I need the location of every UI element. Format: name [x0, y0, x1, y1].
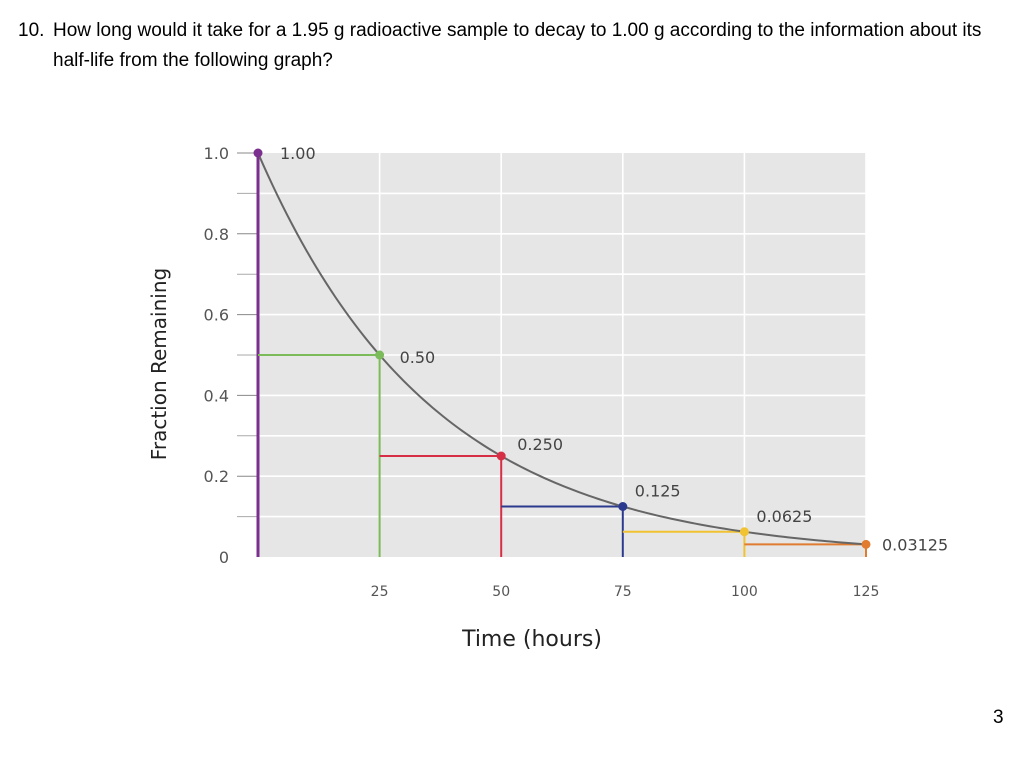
data-point	[618, 502, 628, 511]
half-life-guides	[256, 153, 867, 557]
x-tick-label: 25	[371, 584, 389, 600]
x-tick-label: 125	[853, 584, 880, 600]
question-number: 10.	[18, 20, 45, 41]
data-label: 0.50	[400, 348, 436, 367]
question-text: How long would it take for a 1.95 g radi…	[53, 20, 982, 71]
y-tick-label: 1.0	[204, 144, 229, 163]
question: 10. How long would it take for a 1.95 g …	[18, 16, 1008, 76]
data-point	[496, 451, 506, 461]
data-label: 1.00	[280, 144, 316, 163]
x-tick-label: 50	[492, 584, 510, 600]
x-tick-label: 100	[731, 584, 758, 600]
y-tick-label: 0.8	[204, 225, 229, 244]
decay-curve	[257, 152, 867, 546]
data-label: 0.125	[635, 482, 681, 501]
data-points	[253, 148, 871, 549]
y-tick-label: 0.6	[204, 306, 229, 325]
data-label: 0.03125	[882, 535, 948, 554]
y-tick-label: 0.4	[204, 386, 229, 405]
y-tick-label: 0	[219, 548, 229, 567]
data-point	[375, 350, 385, 360]
y-tick-label: 0.2	[204, 467, 229, 486]
data-point	[739, 527, 749, 537]
x-tick-label: 75	[614, 584, 632, 600]
data-label: 0.0625	[756, 507, 812, 526]
y-axis-title: Fraction Remaining	[147, 268, 171, 460]
x-axis-ticks: 25 50 75 100 125	[371, 584, 880, 600]
data-label: 0.250	[517, 435, 563, 454]
data-point	[253, 148, 263, 158]
page-number: 3	[993, 707, 1004, 728]
data-point	[861, 539, 871, 549]
y-axis-ticks: 1.0 0.8 0.6 0.4 0.2 0	[204, 144, 258, 567]
data-labels: 1.00 0.50 0.250 0.125 0.0625 0.03125	[280, 144, 948, 554]
x-axis-title: Time (hours)	[461, 627, 602, 652]
